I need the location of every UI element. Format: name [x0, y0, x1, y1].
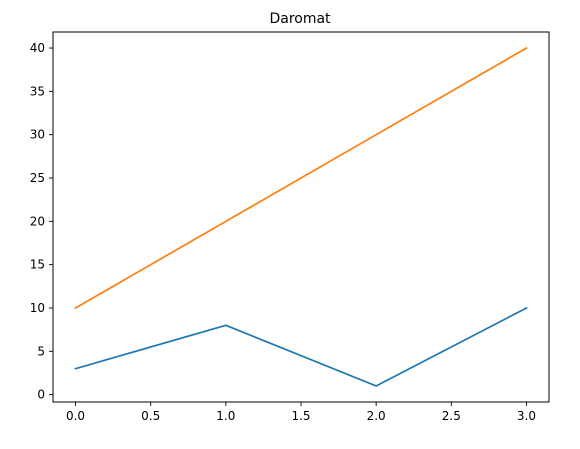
x-tick-label: 2.0 [367, 409, 386, 423]
y-tick-label: 25 [30, 171, 45, 185]
series-1-line [74, 46, 528, 310]
y-tick-label: 20 [30, 214, 45, 228]
x-axis: 0.0 0.5 1.0 1.5 2.0 2.5 3.0 [66, 402, 536, 423]
y-tick-label: 10 [30, 301, 45, 315]
series-0-line [74, 306, 528, 387]
y-axis: 0 5 10 15 20 25 30 35 40 [30, 41, 53, 402]
chart-title: Daromat [269, 11, 331, 27]
y-tick-label: 15 [30, 258, 45, 272]
x-tick-label: 1.0 [216, 409, 235, 423]
x-tick-label: 2.5 [442, 409, 461, 423]
x-tick-label: 3.0 [517, 409, 536, 423]
plot-frame [52, 31, 550, 403]
y-tick-label: 5 [37, 344, 45, 358]
x-tick-label: 0.5 [141, 409, 160, 423]
y-tick-label: 30 [30, 128, 45, 142]
series-layer [74, 46, 528, 387]
y-tick-label: 35 [30, 84, 45, 98]
y-tick-label: 40 [30, 41, 45, 55]
x-tick-label: 0.0 [66, 409, 85, 423]
y-tick-label: 0 [37, 388, 45, 402]
x-tick-label: 1.5 [291, 409, 310, 423]
